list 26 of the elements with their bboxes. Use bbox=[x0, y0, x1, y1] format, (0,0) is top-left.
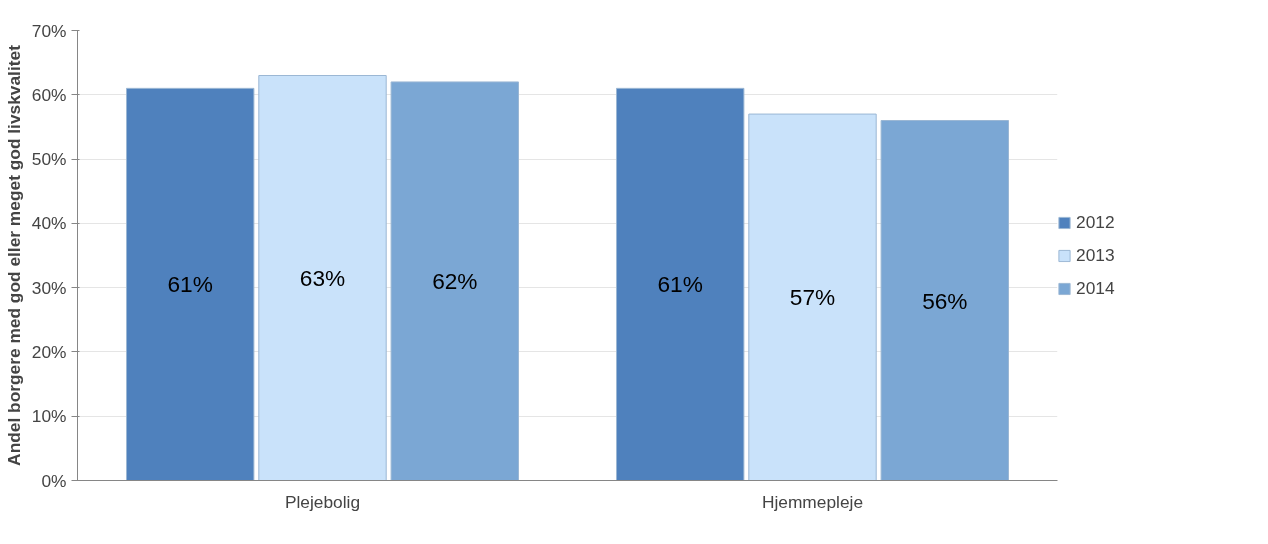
legend-label: 2014 bbox=[1076, 277, 1115, 299]
y-tick-label: 20% bbox=[31, 341, 67, 362]
legend-label: 2012 bbox=[1076, 211, 1115, 233]
x-tick-label: Hjemmepleje bbox=[761, 491, 864, 512]
y-tick-label: 50% bbox=[31, 149, 67, 170]
data-label: 63% bbox=[299, 265, 346, 291]
y-tick-label: 60% bbox=[31, 84, 67, 105]
y-tick-label: 10% bbox=[31, 406, 67, 427]
data-label: 61% bbox=[167, 271, 213, 298]
y-axis-title: Andel borgere med god eller meget god livskvalitet bbox=[3, 44, 24, 466]
bar bbox=[126, 87, 255, 481]
bar bbox=[748, 113, 877, 481]
bar bbox=[616, 87, 745, 481]
data-label: 62% bbox=[432, 268, 478, 295]
bar bbox=[258, 75, 387, 481]
bar bbox=[880, 120, 1009, 481]
data-label: 61% bbox=[657, 271, 703, 298]
data-label: 57% bbox=[789, 284, 836, 311]
x-tick-label: Plejebolig bbox=[284, 491, 361, 512]
data-label: 56% bbox=[922, 287, 968, 314]
legend-label: 2013 bbox=[1076, 244, 1115, 266]
y-tick-label: 30% bbox=[31, 277, 67, 298]
y-tick-label: 0% bbox=[41, 470, 67, 491]
y-tick-label: 70% bbox=[31, 20, 67, 41]
bar bbox=[390, 81, 519, 481]
y-tick-label: 40% bbox=[31, 213, 67, 234]
